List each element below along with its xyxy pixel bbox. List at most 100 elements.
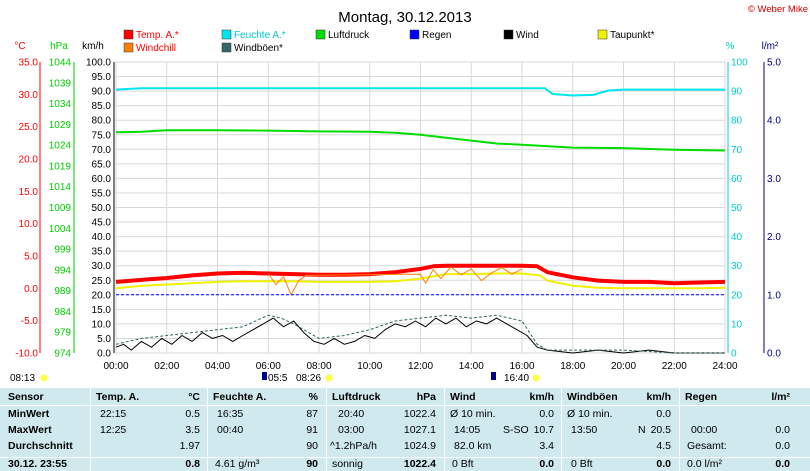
humidity-tick-label: 50 xyxy=(731,203,743,214)
wind-tick-label: 0.0 xyxy=(97,349,111,360)
wind-tick-label: 20.0 xyxy=(92,290,112,301)
humidity-current-value: 90 xyxy=(306,458,318,470)
humidity-tick-label: 10 xyxy=(731,319,743,330)
weather-chart: Montag, 30.12.2013 © Weber Mike Temp. A.… xyxy=(10,4,808,384)
pressure-tick-label: 1029 xyxy=(49,120,72,131)
temp-header: Temp. A. xyxy=(96,391,140,403)
legend-swatch xyxy=(503,29,514,40)
pressure-min-time: 20:40 xyxy=(338,408,365,420)
humidity-header: Feuchte A. xyxy=(213,391,267,403)
series-line-windchill xyxy=(267,266,523,296)
sun-moon-annotations: 08:13 05:5 08:26 16:40 xyxy=(10,372,540,384)
pressure-tick-label: 984 xyxy=(54,307,71,318)
x-tick-label: 02:00 xyxy=(154,361,179,372)
wind-distance: 82.0 km xyxy=(454,440,492,452)
wind-beaufort: 0 Bft xyxy=(452,458,474,470)
moonset-time: 05:5 xyxy=(268,373,288,384)
wind-tick-label: 95.0 xyxy=(92,72,112,83)
chart-axes: 35.0 30.0 25.0 20.0 15.0 10.0 5.0 0.0 -5.0 -10.0 1… xyxy=(15,58,781,360)
humidity-tick-label: 40 xyxy=(731,232,743,243)
humidity-avg-value: 90 xyxy=(306,440,318,452)
pressure-header: Luftdruck xyxy=(332,391,381,403)
x-tick-label: 10:00 xyxy=(357,361,382,372)
rain-tick-label: 1.0 xyxy=(767,290,781,301)
x-tick-label: 12:00 xyxy=(408,361,433,372)
humidity-tick-label: 20 xyxy=(731,290,743,301)
temp-tick-label: 10.0 xyxy=(19,219,39,230)
gust-beaufort: 0 Bft xyxy=(571,458,593,470)
legend-label: Windböen* xyxy=(234,43,283,54)
pressure-tick-label: 999 xyxy=(54,245,71,256)
rain-current-value: 0.0 xyxy=(775,458,790,470)
wind-unit: km/h xyxy=(529,391,554,403)
rain-total-value: 0.0 xyxy=(775,440,790,452)
gust-current-value: 0.0 xyxy=(656,458,671,470)
row-label-avg: Durchschnitt xyxy=(8,440,73,452)
wind-tick-label: 40.0 xyxy=(92,232,112,243)
rain-tick-label: 3.0 xyxy=(767,174,781,185)
humidity-max-time: 00:40 xyxy=(217,424,244,436)
pressure-current-value: 1022.4 xyxy=(403,458,436,470)
humidity-tick-label: 100 xyxy=(731,58,748,69)
stats-col-divider xyxy=(444,388,445,471)
rain-header: Regen xyxy=(685,391,718,403)
wind-max-direction: S-SO xyxy=(503,424,529,436)
pressure-trend: ^1.2hPa/h xyxy=(330,440,377,452)
gust-max-time: 13:50 xyxy=(571,424,598,436)
humidity-unit: % xyxy=(308,391,318,403)
gust-header: Windböen xyxy=(567,391,618,403)
chart-title: Montag, 30.12.2013 xyxy=(338,9,471,26)
legend-label: Windchill xyxy=(136,43,176,54)
gust-unit: km/h xyxy=(646,391,671,403)
legend-swatch xyxy=(315,29,326,40)
x-tick-label: 24:00 xyxy=(712,361,737,372)
humidity-tick-label: 0 xyxy=(731,349,737,360)
stats-col-divider xyxy=(90,388,91,471)
sunrise-time: 08:13 xyxy=(10,373,35,384)
pressure-tick-label: 989 xyxy=(54,286,71,297)
pressure-tick-label: 1024 xyxy=(49,141,72,152)
rain-total-label: Gesamt: xyxy=(687,440,727,452)
pressure-avg-value: 1024.9 xyxy=(403,440,436,452)
pressure-unit: hPa xyxy=(416,391,436,403)
x-tick-label: 20:00 xyxy=(611,361,636,372)
legend-label: Feuchte A.* xyxy=(234,30,286,41)
x-tick-label: 00:00 xyxy=(103,361,128,372)
x-tick-label: 18:00 xyxy=(560,361,585,372)
temp-tick-label: 15.0 xyxy=(19,187,39,198)
pressure-tick-label: 1019 xyxy=(49,161,72,172)
wind-tick-label: 5.0 xyxy=(97,334,111,345)
pressure-tick-label: 1004 xyxy=(49,224,72,235)
temp-tick-label: 25.0 xyxy=(19,122,39,133)
wind-tick-label: 15.0 xyxy=(92,305,112,316)
axis-unit-labels: °C hPa km/h % l/m² xyxy=(14,41,779,52)
rain-rate: 0.0 l/m² xyxy=(687,458,723,470)
wind-tick-label: 90.0 xyxy=(92,87,112,98)
humidity-max-value: 91 xyxy=(306,424,318,436)
temp-tick-label: -10.0 xyxy=(15,349,38,360)
series-line-wind xyxy=(115,317,725,354)
gust-max-direction: N xyxy=(638,424,646,436)
gust-avg-label: Ø 10 min. xyxy=(567,408,613,420)
rain-tick-label: 0.0 xyxy=(767,349,781,360)
pressure-min-value: 1022.4 xyxy=(403,408,436,420)
wind-tick-label: 50.0 xyxy=(92,203,112,214)
wind-max-value: 10.7 xyxy=(533,424,554,436)
temp-max-time: 12:25 xyxy=(100,424,127,436)
legend-swatch xyxy=(597,29,608,40)
current-timestamp: 30.12. 23:55 xyxy=(8,458,67,470)
humidity-min-time: 16:35 xyxy=(217,408,244,420)
pressure-max-time: 03:00 xyxy=(338,424,365,436)
series-line-feuchtea xyxy=(115,87,725,97)
humidity-tick-label: 80 xyxy=(731,116,743,127)
wind-tick-label: 30.0 xyxy=(92,261,112,272)
sunset-icon xyxy=(532,374,540,382)
wind-tick-label: 35.0 xyxy=(92,247,112,258)
rain-tick-label: 5.0 xyxy=(767,58,781,69)
x-tick-label: 16:00 xyxy=(509,361,534,372)
pressure-tick-label: 1009 xyxy=(49,203,72,214)
temp-unit: °C xyxy=(188,391,200,403)
chart-series xyxy=(115,87,726,354)
weather-forecast: sonnig xyxy=(332,458,363,470)
stats-col-divider xyxy=(679,388,680,471)
